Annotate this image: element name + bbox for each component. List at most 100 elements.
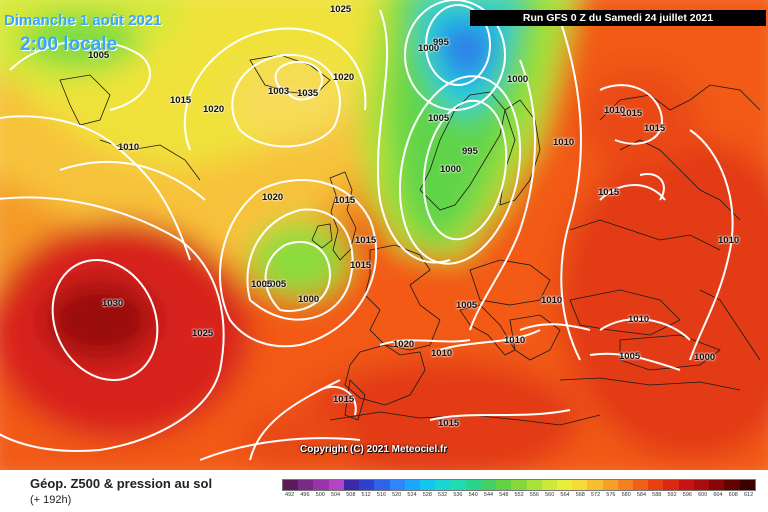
color-scale-swatch (709, 480, 725, 490)
color-scale-swatch (724, 480, 740, 490)
color-scale-label: 520 (392, 492, 402, 498)
isobar-label: 1010 (604, 105, 626, 116)
color-scale-label: 568 (575, 492, 585, 498)
color-scale-swatch (556, 480, 573, 490)
color-scale-label: 580 (621, 492, 631, 498)
color-scale-label: 556 (529, 492, 539, 498)
isobar-label: 1000 (507, 74, 529, 85)
isobar-label: 1005 (456, 300, 478, 311)
color-scale-label: 516 (376, 492, 387, 498)
isobar-label: 1005 (428, 113, 450, 124)
color-scale-label: 592 (667, 492, 677, 498)
color-scale-swatch (283, 480, 299, 490)
color-scale-label: 496 (300, 492, 310, 498)
color-scale-label: 500 (315, 492, 325, 498)
color-scale-label: 492 (285, 492, 295, 498)
color-scale-swatch (693, 480, 710, 490)
color-scale-swatch (435, 480, 451, 490)
isobar-label: 1000 (694, 352, 716, 363)
copyright-notice: Copyright (C) 2021 Meteociel.fr (300, 444, 448, 455)
forecast-range: (+ 192h) (30, 494, 72, 506)
color-scale-swatch (389, 480, 405, 490)
color-scale-swatch (328, 480, 344, 490)
isobar-label: 1010 (718, 235, 740, 246)
isobar-label: 1015 (170, 95, 192, 106)
isobar-label: 995 (462, 146, 478, 157)
isobar-label: 1030 (102, 298, 124, 309)
color-scale-label: 536 (453, 492, 463, 498)
isobar-label: 1010 (628, 314, 650, 325)
isobar-label: 1005 (619, 351, 641, 362)
color-scale (282, 479, 756, 491)
isobar-label: 1020 (333, 72, 355, 83)
isobar-label: 1015 (350, 260, 372, 271)
isobar-label: 1000 (298, 294, 320, 305)
color-scale-swatch (496, 480, 512, 490)
isobar-label: 1025 (192, 328, 214, 339)
color-scale-label: 504 (330, 492, 341, 498)
color-scale-swatch (374, 480, 390, 490)
color-scale-swatch (313, 480, 329, 490)
isobar-label: 1010 (541, 295, 563, 306)
color-scale-swatch (663, 480, 679, 490)
color-scale-swatch (739, 480, 755, 490)
color-scale-label: 608 (728, 492, 738, 498)
isobar-label: 1000 (440, 164, 462, 175)
isobar-label: 1015 (644, 123, 666, 134)
isobar-label: 1003 (268, 86, 290, 97)
color-scale-swatch (343, 480, 360, 490)
color-scale-label: 584 (636, 492, 647, 498)
isobar-label: 1010 (553, 137, 575, 148)
isobar-label: 995 (433, 37, 449, 48)
forecast-date: Dimanche 1 août 2021 (4, 12, 162, 29)
color-scale-label: 552 (514, 492, 524, 498)
map-legend-title: Géop. Z500 & pression au sol (30, 476, 213, 491)
isobar-label: 1005 (88, 50, 110, 61)
color-scale-swatch (465, 480, 481, 490)
color-scale-swatch (541, 480, 557, 490)
color-scale-swatch (526, 480, 542, 490)
isobar-label: 1000 (418, 43, 440, 54)
forecast-time: 2:00 locale (20, 34, 118, 55)
isobar-label: 1020 (262, 192, 284, 203)
color-scale-label: 544 (483, 492, 494, 498)
color-scale-label: 588 (652, 492, 662, 498)
color-scale-label: 600 (698, 492, 708, 498)
isobar-label: 1010 (431, 348, 453, 359)
color-scale-label: 612 (743, 492, 754, 498)
weather-map (0, 0, 768, 470)
color-scale-swatch (511, 480, 527, 490)
color-scale-swatch (648, 480, 664, 490)
isobar-label: 1015 (355, 235, 377, 246)
isobar-label: 1015 (621, 108, 643, 119)
color-scale-swatch (359, 480, 375, 490)
color-scale-swatch (602, 480, 618, 490)
color-scale-labels: 492 496 500 504 508 512 516 520 524 528 532 536 540 5… (282, 492, 756, 502)
color-scale-swatch (633, 480, 649, 490)
color-scale-swatch (572, 480, 588, 490)
isobar-label: 1025 (330, 4, 352, 15)
color-scale-swatch (419, 480, 436, 490)
isobar-label: 1005 (265, 279, 287, 290)
color-scale-swatch (678, 480, 694, 490)
map-footer: Géop. Z500 & pression au sol (+ 192h) 49… (0, 470, 768, 512)
isobar-label: 1015 (334, 195, 356, 206)
isobar-label: 1015 (333, 394, 355, 405)
isobar-label: 1020 (393, 339, 415, 350)
color-scale-swatch (450, 480, 466, 490)
color-scale-swatch (480, 480, 497, 490)
isobar-label: 1020 (203, 104, 225, 115)
isobar-label: 1010 (118, 142, 140, 153)
isobar-label: 1015 (438, 418, 460, 429)
color-scale-label: 604 (713, 492, 723, 498)
color-scale-label: 508 (346, 492, 356, 498)
color-scale-label: 532 (438, 492, 448, 498)
color-scale-label: 512 (361, 492, 371, 498)
color-scale-label: 576 (606, 492, 616, 498)
isobar-label: 1010 (504, 335, 526, 346)
color-scale-label: 564 (560, 492, 570, 498)
color-scale-label: 528 (422, 492, 432, 498)
isobar-label: 1035 (297, 88, 319, 99)
color-scale-label: 540 (468, 492, 478, 498)
color-scale-label: 572 (590, 492, 601, 498)
